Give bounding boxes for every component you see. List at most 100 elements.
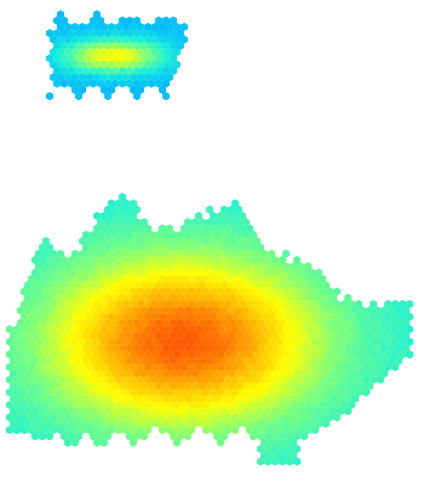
hex-cell bbox=[260, 413, 268, 422]
hex-cell bbox=[176, 230, 185, 239]
hex-cell bbox=[336, 318, 345, 328]
hex-cell bbox=[75, 66, 83, 76]
hex-cell bbox=[111, 318, 119, 328]
hex-cell bbox=[351, 381, 359, 391]
hex-cell bbox=[107, 337, 116, 347]
hex-cell bbox=[271, 444, 279, 454]
hex-cell bbox=[126, 407, 134, 416]
hex-cell bbox=[191, 331, 199, 340]
hex-cell bbox=[75, 92, 83, 101]
hex-cell bbox=[162, 230, 170, 239]
hex-cell bbox=[187, 249, 196, 258]
hex-cell bbox=[133, 218, 141, 227]
hex-cell bbox=[27, 425, 36, 435]
hex-cell bbox=[71, 249, 79, 258]
hex-cell bbox=[89, 243, 97, 252]
hex-cell bbox=[151, 362, 159, 372]
hex-cell bbox=[235, 293, 243, 302]
hex-cell bbox=[275, 337, 283, 347]
hex-cell bbox=[93, 224, 101, 233]
hex-cell bbox=[176, 381, 185, 391]
hex-cell bbox=[173, 438, 181, 447]
hex-cell bbox=[118, 218, 127, 227]
hex-cell bbox=[216, 299, 225, 309]
hex-cell bbox=[53, 255, 61, 265]
hex-cell bbox=[104, 218, 112, 227]
hex-cell bbox=[20, 375, 28, 384]
hex-cell bbox=[27, 375, 36, 384]
hex-cell bbox=[213, 356, 221, 365]
hex-cell bbox=[27, 287, 36, 296]
hex-cell bbox=[369, 375, 378, 384]
hex-cell bbox=[56, 413, 65, 422]
hex-cell bbox=[220, 369, 228, 378]
hex-cell bbox=[198, 268, 207, 277]
hex-cell bbox=[267, 299, 276, 309]
hex-cell bbox=[147, 66, 156, 76]
hex-cell bbox=[329, 293, 337, 302]
hex-cell bbox=[318, 350, 327, 359]
hex-cell bbox=[216, 425, 225, 435]
hex-cell bbox=[122, 388, 130, 397]
hex-cell bbox=[166, 22, 174, 32]
hex-cell bbox=[78, 262, 87, 271]
hex-cell bbox=[271, 331, 279, 340]
hex-cell bbox=[96, 255, 105, 265]
hex-cell bbox=[13, 400, 21, 410]
hex-cell bbox=[82, 268, 90, 277]
hex-cell bbox=[260, 388, 268, 397]
hex-cell bbox=[118, 394, 127, 403]
hex-cell bbox=[180, 362, 188, 372]
hex-cell bbox=[96, 432, 105, 441]
hex-cell bbox=[158, 325, 167, 334]
hex-cell bbox=[115, 199, 123, 208]
hex-cell bbox=[282, 325, 290, 334]
hex-cell bbox=[126, 281, 134, 290]
hex-cell bbox=[184, 255, 192, 265]
hex-cell bbox=[20, 287, 28, 296]
hex-cell bbox=[96, 79, 105, 88]
hex-cell bbox=[387, 356, 396, 365]
hex-cell bbox=[136, 325, 145, 334]
hex-cell bbox=[315, 356, 323, 365]
hex-cell bbox=[184, 230, 192, 239]
hex-cell bbox=[155, 230, 163, 239]
hex-cell bbox=[180, 425, 188, 435]
hex-cell bbox=[144, 22, 152, 32]
hex-cell bbox=[293, 369, 301, 378]
hex-cell bbox=[24, 331, 32, 340]
hex-cell bbox=[24, 281, 32, 290]
hex-cell bbox=[169, 281, 177, 290]
hex-cell bbox=[155, 255, 163, 265]
hex-cell bbox=[220, 331, 228, 340]
hex-cell bbox=[209, 287, 217, 296]
hex-cell bbox=[67, 381, 76, 391]
hex-cell bbox=[100, 350, 108, 359]
hex-cell bbox=[162, 293, 170, 302]
hex-cell bbox=[180, 312, 188, 321]
hex-cell bbox=[315, 306, 323, 315]
hex-cell bbox=[24, 369, 32, 378]
hex-cell bbox=[191, 394, 199, 403]
hex-cell bbox=[173, 262, 181, 271]
hex-cell bbox=[296, 325, 305, 334]
hex-cell bbox=[13, 350, 21, 359]
hex-cell bbox=[20, 388, 28, 397]
hex-cell bbox=[318, 362, 327, 372]
hex-cell bbox=[231, 287, 239, 296]
hex-cell bbox=[307, 293, 316, 302]
hex-cell bbox=[278, 457, 287, 466]
hex-cell bbox=[53, 344, 61, 353]
hex-cell bbox=[307, 369, 316, 378]
hex-cell bbox=[75, 54, 83, 63]
hex-cell bbox=[64, 312, 72, 321]
hex-cell bbox=[115, 60, 123, 69]
hex-cell bbox=[82, 79, 90, 88]
hex-cell bbox=[60, 344, 68, 353]
hex-cell bbox=[206, 230, 214, 239]
hex-cell bbox=[82, 306, 90, 315]
hex-cell bbox=[289, 350, 297, 359]
hex-cell bbox=[115, 425, 123, 435]
hex-cell bbox=[111, 369, 119, 378]
hex-cell bbox=[104, 205, 112, 214]
